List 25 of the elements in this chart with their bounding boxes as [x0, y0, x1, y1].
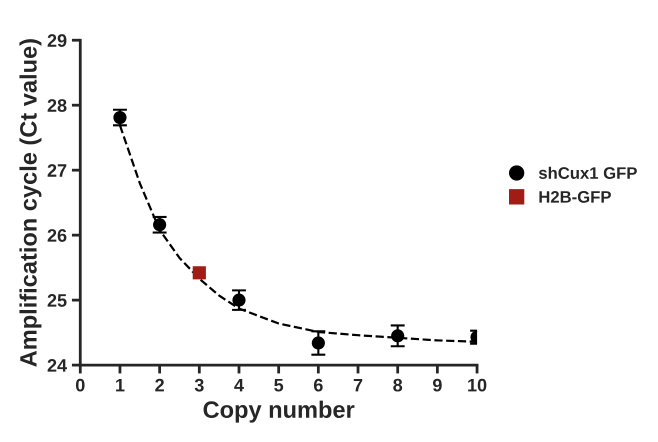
y-tick-label: 24 — [48, 359, 67, 372]
x-tick-label: 8 — [393, 378, 402, 392]
x-tick-label: 7 — [354, 378, 362, 392]
x-tick-label: 1 — [116, 378, 124, 392]
x-tick-label: 3 — [194, 378, 204, 392]
x-tick-label: 10 — [468, 378, 486, 392]
point — [232, 294, 246, 307]
point — [312, 336, 325, 350]
x-tick-label: 9 — [432, 378, 442, 392]
x-tick-label: 4 — [234, 378, 244, 392]
y-tick-label: 26 — [48, 229, 66, 242]
x-tick-label: 6 — [314, 378, 323, 392]
y-tick-label: 28 — [48, 99, 67, 112]
y-tick-label: 27 — [48, 164, 66, 177]
point — [391, 329, 404, 342]
point — [192, 266, 206, 280]
legend-label: shCux1 GFP — [538, 166, 637, 179]
x-tick-label: 5 — [274, 378, 284, 392]
x-tick-label: 0 — [76, 378, 85, 392]
legend-label: H2B-GFP — [539, 191, 611, 203]
y-tick-label: 29 — [48, 34, 66, 47]
y-tick-label: 25 — [48, 294, 67, 307]
x-tick-label: 2 — [155, 378, 164, 392]
x-axis-title: Copy number — [204, 400, 354, 423]
y-axis-title: Amplification cycle (Ct value) — [19, 39, 42, 367]
